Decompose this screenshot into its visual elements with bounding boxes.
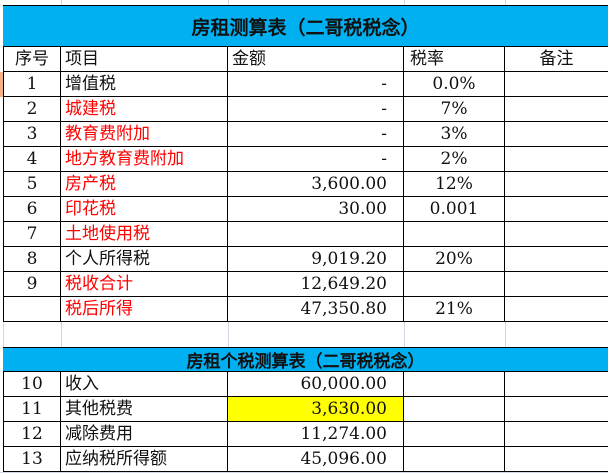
cell-rate[interactable] xyxy=(404,372,505,396)
cell-note[interactable] xyxy=(505,372,608,396)
cell-amount[interactable]: - xyxy=(228,72,404,96)
table-row: 2 城建税 -7% xyxy=(3,97,608,122)
cell-rate[interactable] xyxy=(404,422,505,446)
table-row: 4 地方教育费附加 -2% xyxy=(3,147,608,172)
cell-no[interactable] xyxy=(3,297,61,321)
table1-header-row: 序号 项目 金额 税率 备注 xyxy=(3,47,608,72)
cell-rate[interactable] xyxy=(404,447,505,471)
cell-note[interactable] xyxy=(505,397,608,421)
cell-amount[interactable]: 30.00 xyxy=(228,197,404,221)
cell-item[interactable]: 教育费附加 xyxy=(61,122,228,146)
cell-no[interactable]: 6 xyxy=(3,197,61,221)
header-item[interactable]: 项目 xyxy=(61,47,228,71)
cell-note[interactable] xyxy=(505,122,608,146)
cell-note[interactable] xyxy=(505,247,608,271)
header-no[interactable]: 序号 xyxy=(3,47,61,71)
cell-no[interactable]: 3 xyxy=(3,122,61,146)
cell-note[interactable] xyxy=(505,222,608,246)
cell-item[interactable]: 减除费用 xyxy=(61,422,228,446)
cell-rate[interactable]: 0.001 xyxy=(404,197,505,221)
cell-item[interactable]: 土地使用税 xyxy=(61,222,228,246)
cell-item[interactable]: 城建税 xyxy=(61,97,228,121)
header-amount[interactable]: 金额 xyxy=(228,47,404,71)
table-row: 6 印花税 30.00 0.001 xyxy=(3,197,608,222)
cell-no[interactable]: 13 xyxy=(3,447,61,471)
cell-item[interactable]: 地方教育费附加 xyxy=(61,147,228,171)
cell-amount[interactable]: 11,274.00 xyxy=(228,422,404,446)
cell-note[interactable] xyxy=(505,447,608,471)
cell-no[interactable]: 11 xyxy=(3,397,61,421)
cell-item[interactable]: 个人所得税 xyxy=(61,247,228,271)
table-row: 8 个人所得税 9,019.20 20% xyxy=(3,247,608,272)
cell-note[interactable] xyxy=(505,297,608,321)
cell-amount[interactable]: - xyxy=(228,147,404,171)
cell-note[interactable] xyxy=(505,97,608,121)
cell-no[interactable]: 10 xyxy=(3,372,61,396)
cell-item[interactable]: 收入 xyxy=(61,372,228,396)
cell-amount[interactable]: 9,019.20 xyxy=(228,247,404,271)
cell-rate[interactable] xyxy=(404,272,505,296)
cell-note[interactable] xyxy=(505,197,608,221)
cell-no[interactable]: 7 xyxy=(3,222,61,246)
table-row: 7 土地使用税 xyxy=(3,222,608,247)
cell-no[interactable]: 4 xyxy=(3,147,61,171)
cell-note[interactable] xyxy=(505,272,608,296)
table-row: 3 教育费附加 -3% xyxy=(3,122,608,147)
cell-amount[interactable]: - xyxy=(228,97,404,121)
cell-amount[interactable]: 3,600.00 xyxy=(228,172,404,196)
cell-rate[interactable]: 7% xyxy=(404,97,505,121)
table-row: 1 增值税 -0.0% xyxy=(3,72,608,97)
cell-amount[interactable]: - xyxy=(228,122,404,146)
active-row-marker xyxy=(0,72,3,97)
cell-rate[interactable] xyxy=(404,397,505,421)
table-row: 税后所得 47,350.80 21% xyxy=(3,297,608,322)
cell-item[interactable]: 应纳税所得额 xyxy=(61,447,228,471)
cell-rate[interactable]: 0.0% xyxy=(404,72,505,96)
cell-amount[interactable]: 60,000.00 xyxy=(228,372,404,396)
cell-note[interactable] xyxy=(505,172,608,196)
cell-note[interactable] xyxy=(505,147,608,171)
table-row: 9 税收合计 12,649.20 xyxy=(3,272,608,297)
table-row: 13 应纳税所得额 45,096.00 xyxy=(3,447,608,472)
cell-note[interactable] xyxy=(505,422,608,446)
table-row: 12 减除费用 11,274.00 xyxy=(3,422,608,447)
cell-item[interactable]: 税后所得 xyxy=(61,297,228,321)
cell-amount[interactable]: 47,350.80 xyxy=(228,297,404,321)
cell-item[interactable]: 房产税 xyxy=(61,172,228,196)
cell-note[interactable] xyxy=(505,72,608,96)
cell-amount[interactable] xyxy=(228,222,404,246)
table2-title[interactable]: 房租个税测算表（二哥税税念） xyxy=(3,347,608,372)
cell-rate[interactable]: 3% xyxy=(404,122,505,146)
cell-rate[interactable] xyxy=(404,222,505,246)
cell-no[interactable]: 5 xyxy=(3,172,61,196)
cell-item[interactable]: 税收合计 xyxy=(61,272,228,296)
cell-amount[interactable]: 45,096.00 xyxy=(228,447,404,471)
cell-amount[interactable]: 3,630.00 xyxy=(228,397,404,421)
header-note[interactable]: 备注 xyxy=(539,49,574,69)
table-row: 11 其他税费 3,630.00 xyxy=(3,397,608,422)
cell-no[interactable]: 12 xyxy=(3,422,61,446)
cell-item[interactable]: 其他税费 xyxy=(61,397,228,421)
cell-no[interactable]: 1 xyxy=(3,72,61,96)
cell-rate[interactable]: 2% xyxy=(404,147,505,171)
cell-no[interactable]: 8 xyxy=(3,247,61,271)
table-row: 5 房产税 3,600.00 12% xyxy=(3,172,608,197)
cell-rate[interactable]: 21% xyxy=(404,297,505,321)
cell-no[interactable]: 2 xyxy=(3,97,61,121)
cell-item[interactable]: 印花税 xyxy=(61,197,228,221)
table1-title[interactable]: 房租测算表（二哥税税念） xyxy=(3,5,608,47)
cell-rate[interactable]: 12% xyxy=(404,172,505,196)
cell-rate[interactable]: 20% xyxy=(404,247,505,271)
table-row: 10 收入 60,000.00 xyxy=(3,372,608,397)
cell-amount[interactable]: 12,649.20 xyxy=(228,272,404,296)
header-rate[interactable]: 税率 xyxy=(404,47,505,71)
cell-item[interactable]: 增值税 xyxy=(61,72,228,96)
cell-no[interactable]: 9 xyxy=(3,272,61,296)
